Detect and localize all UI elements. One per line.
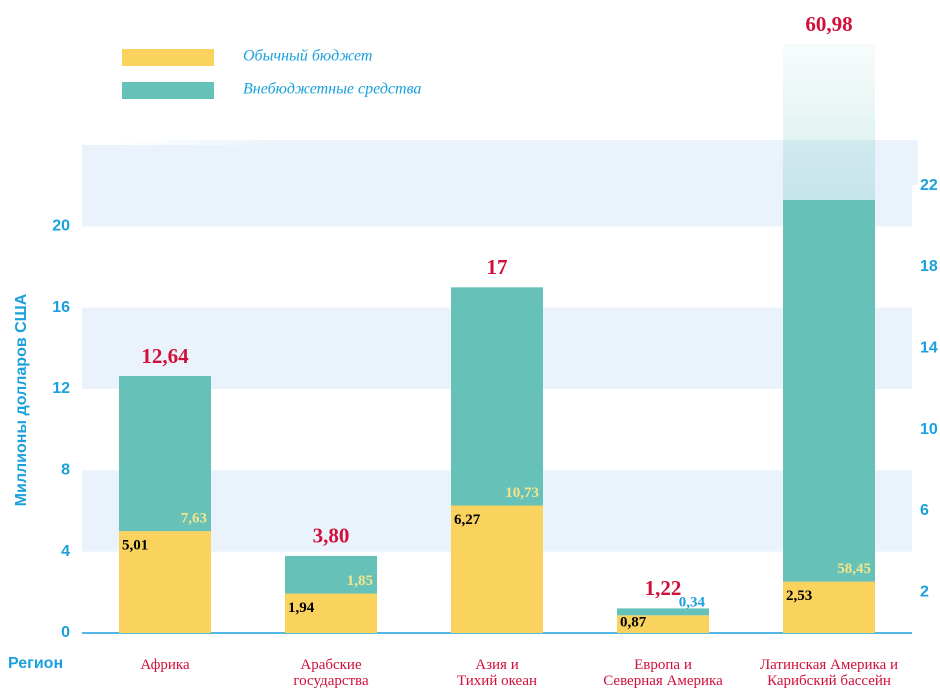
- legend-label: Внебюджетные средства: [243, 81, 421, 98]
- x-tick-label: Латинская Америка и Карибский бассейн: [759, 657, 899, 689]
- value-label: 7,63: [181, 511, 207, 527]
- y-tick-label: 4: [61, 543, 70, 560]
- bar-segment: [119, 531, 211, 633]
- bar-segment-solid: [783, 200, 875, 582]
- y2-tick-label: 18: [920, 258, 938, 275]
- total-label: 3,80: [313, 524, 350, 548]
- y-tick-label: 20: [52, 218, 70, 235]
- x-tick-label: Азия и Тихий океан: [456, 657, 538, 689]
- x-axis-label: Регион: [8, 655, 63, 672]
- y2-tick-label: 2: [920, 584, 929, 601]
- y-tick-label: 16: [52, 299, 70, 316]
- value-label: 1,94: [288, 600, 315, 616]
- value-label: 58,45: [837, 561, 871, 577]
- legend-label: Обычный бюджет: [243, 48, 372, 65]
- y-tick-label: 12: [52, 380, 70, 397]
- value-label: 0,34: [679, 595, 706, 611]
- x-tick-label: Арабские государства: [293, 657, 369, 689]
- legend-swatch: [122, 49, 214, 66]
- y2-tick-label: 14: [920, 340, 938, 357]
- y2-tick-label: 22: [920, 177, 938, 194]
- bar-segment: [119, 375, 211, 532]
- bar-segment: [783, 581, 875, 633]
- bar-segment: [285, 555, 377, 594]
- bar-segment: [617, 615, 709, 633]
- grid-band: [82, 145, 912, 227]
- total-label: 60,98: [805, 12, 852, 36]
- value-label: 5,01: [122, 538, 148, 554]
- bar-segment: [285, 593, 377, 633]
- total-label: 12,64: [141, 344, 189, 368]
- y-tick-label: 0: [61, 624, 70, 641]
- total-label: 1,22: [645, 576, 682, 600]
- value-label: 1,85: [347, 573, 373, 589]
- total-label: 17: [487, 255, 508, 279]
- value-label: 0,87: [620, 614, 647, 630]
- x-tick-label: Африка: [140, 657, 190, 673]
- x-tick-label: Европа и Северная Америка: [603, 657, 723, 689]
- y2-tick-label: 6: [920, 502, 929, 519]
- y-tick-label: 8: [61, 462, 70, 479]
- bar-segment: [451, 287, 543, 506]
- bar-segment: [617, 608, 709, 616]
- y-axis-label: Миллионы долларов США: [13, 293, 30, 506]
- y2-tick-label: 10: [920, 421, 938, 438]
- legend-swatch: [122, 82, 214, 99]
- value-label: 10,73: [505, 485, 539, 501]
- value-label: 2,53: [786, 588, 812, 604]
- bar-segment: [451, 505, 543, 633]
- value-label: 6,27: [454, 512, 481, 528]
